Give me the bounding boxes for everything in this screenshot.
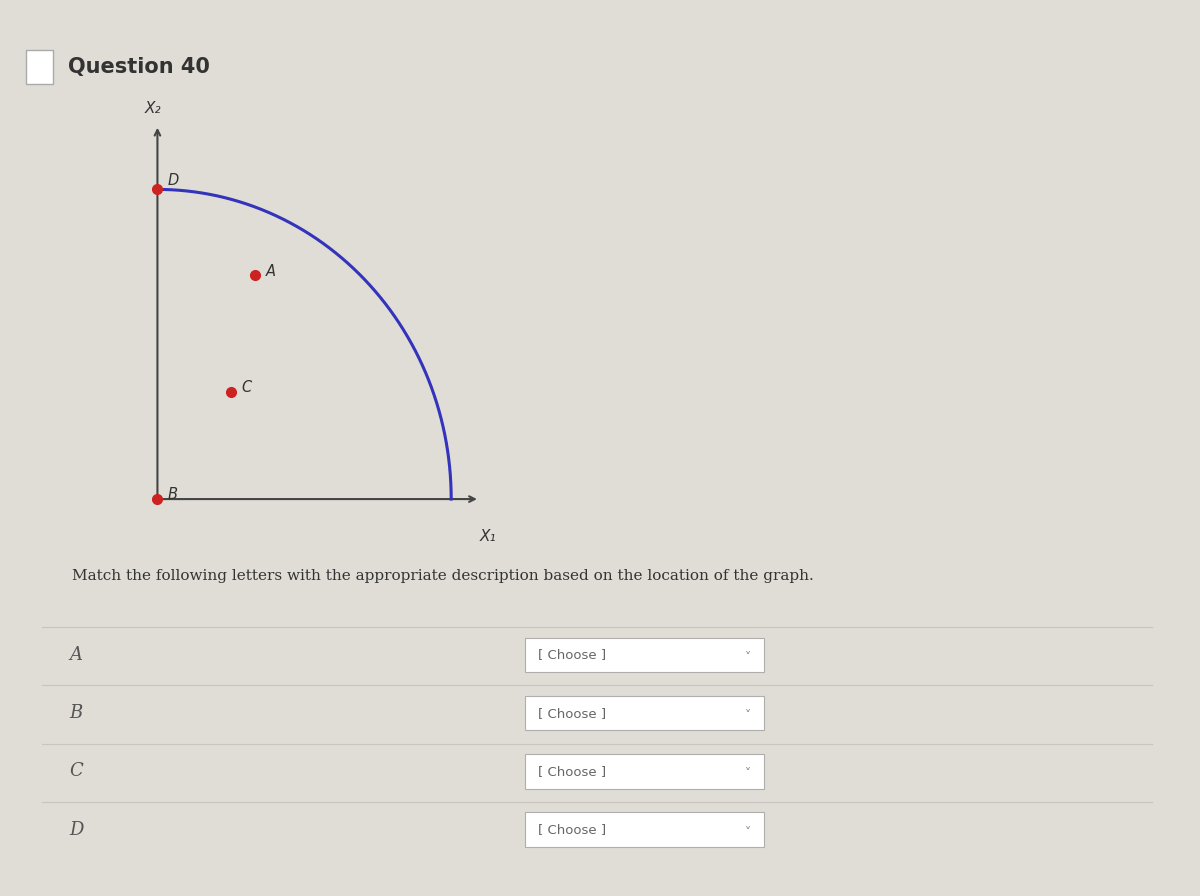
FancyBboxPatch shape: [524, 638, 763, 672]
FancyBboxPatch shape: [524, 813, 763, 847]
Text: C: C: [241, 380, 251, 395]
Text: A: A: [70, 646, 83, 664]
Text: ᵛ: ᵛ: [745, 824, 750, 835]
Text: X₁: X₁: [480, 530, 497, 544]
FancyBboxPatch shape: [524, 696, 763, 730]
Text: X₂: X₂: [145, 101, 162, 116]
Text: Question 40: Question 40: [68, 57, 210, 77]
Text: C: C: [70, 762, 84, 780]
Text: [ Choose ]: [ Choose ]: [538, 765, 606, 778]
Text: D: D: [168, 173, 179, 188]
FancyBboxPatch shape: [524, 754, 763, 788]
Text: B: B: [70, 704, 83, 722]
Text: Match the following letters with the appropriate description based on the locati: Match the following letters with the app…: [72, 569, 814, 582]
Text: D: D: [70, 821, 84, 839]
Text: [ Choose ]: [ Choose ]: [538, 823, 606, 836]
Text: A: A: [265, 263, 276, 279]
Text: [ Choose ]: [ Choose ]: [538, 707, 606, 719]
Text: ᵛ: ᵛ: [745, 766, 750, 777]
Bar: [26, 50, 53, 84]
Text: [ Choose ]: [ Choose ]: [538, 649, 606, 661]
Text: ᵛ: ᵛ: [745, 650, 750, 660]
Text: ᵛ: ᵛ: [745, 708, 750, 719]
Text: B: B: [168, 487, 178, 503]
